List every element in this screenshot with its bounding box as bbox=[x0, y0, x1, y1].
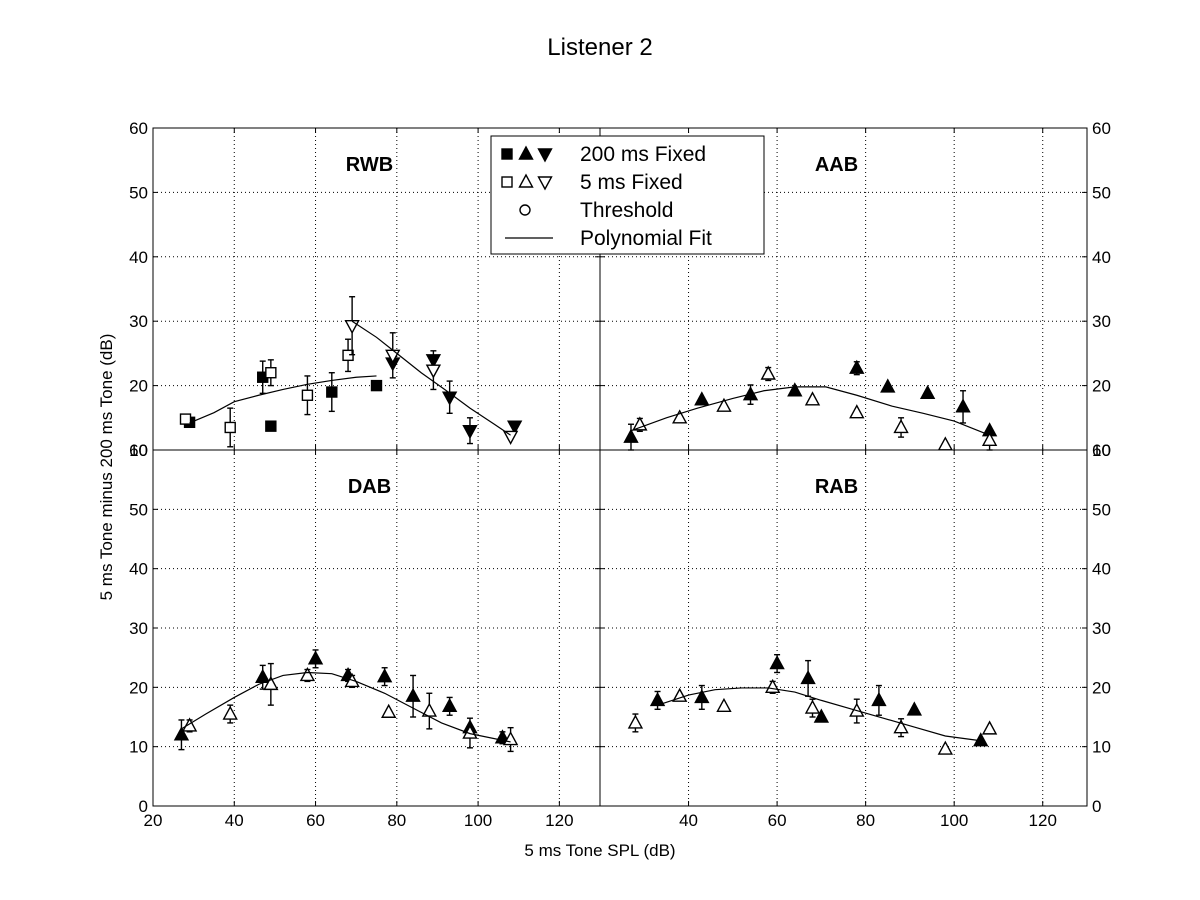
y-tick-label: 40 bbox=[129, 248, 148, 267]
data-point bbox=[802, 671, 815, 683]
data-point bbox=[427, 365, 440, 377]
data-point bbox=[224, 707, 237, 719]
y-tick-label: 30 bbox=[129, 312, 148, 331]
legend-label: Threshold bbox=[580, 199, 673, 222]
y-tick-label: 50 bbox=[1092, 500, 1111, 519]
data-point bbox=[407, 689, 420, 701]
panel-title: AAB bbox=[815, 154, 858, 176]
fit-line bbox=[631, 387, 990, 435]
y-tick-label: 10 bbox=[129, 738, 148, 757]
data-point bbox=[806, 701, 819, 713]
data-point bbox=[309, 652, 322, 664]
y-tick-label: 20 bbox=[1092, 377, 1111, 396]
y-tick-label: 0 bbox=[1092, 797, 1101, 816]
y-tick-label: 50 bbox=[1092, 183, 1111, 202]
x-tick-label: 20 bbox=[144, 811, 163, 830]
y-tick-label: 60 bbox=[1092, 119, 1111, 138]
data-point bbox=[378, 670, 391, 682]
panel-title: RWB bbox=[346, 154, 393, 176]
data-point bbox=[939, 742, 952, 754]
data-point bbox=[327, 387, 337, 397]
panel-title: DAB bbox=[348, 476, 391, 498]
y-tick-label: 60 bbox=[1092, 441, 1111, 460]
data-point bbox=[504, 431, 517, 443]
figure-title: Listener 2 bbox=[547, 34, 652, 61]
data-point bbox=[225, 422, 235, 432]
x-tick-label: 40 bbox=[225, 811, 244, 830]
y-tick-label: 20 bbox=[129, 678, 148, 697]
y-axis-label: 5 ms Tone minus 200 ms Tone (dB) bbox=[97, 334, 116, 601]
data-point bbox=[463, 426, 476, 438]
data-point bbox=[181, 414, 191, 424]
y-tick-label: 40 bbox=[1092, 248, 1111, 267]
y-tick-label: 40 bbox=[1092, 560, 1111, 579]
panel-bottom-right: 0 10 20 30 40 50 60 40 60 80 100 120 RAB bbox=[600, 441, 1111, 830]
data-point bbox=[302, 390, 312, 400]
x-axis-label: 5 ms Tone SPL (dB) bbox=[524, 841, 675, 860]
x-tick-label: 100 bbox=[940, 811, 968, 830]
data-point bbox=[301, 668, 314, 680]
data-point bbox=[806, 393, 819, 405]
data-point bbox=[624, 430, 637, 442]
x-tick-label: 60 bbox=[768, 811, 787, 830]
data-point bbox=[908, 703, 921, 715]
data-point bbox=[695, 393, 708, 405]
data-point bbox=[872, 693, 885, 705]
y-tick-label: 60 bbox=[129, 119, 148, 138]
data-point bbox=[382, 705, 395, 717]
x-tick-label: 120 bbox=[1029, 811, 1057, 830]
legend-marker bbox=[502, 149, 512, 159]
x-tick-label: 40 bbox=[679, 811, 698, 830]
figure: Listener 2 5 ms Tone SPL (dB) 5 ms Tone … bbox=[0, 0, 1200, 900]
data-point bbox=[921, 386, 934, 398]
data-point bbox=[762, 367, 775, 379]
data-point bbox=[346, 321, 359, 333]
data-point bbox=[629, 716, 642, 728]
data-point bbox=[850, 406, 863, 418]
legend-label: Polynomial Fit bbox=[580, 227, 712, 250]
panel-bottom-left: 0 10 20 30 40 50 60 20 40 60 80 100 120 DAB bbox=[129, 441, 600, 830]
legend-label: 5 ms Fixed bbox=[580, 171, 683, 194]
data-point bbox=[895, 420, 908, 432]
data-point bbox=[983, 722, 996, 734]
data-point bbox=[266, 368, 276, 378]
data-point bbox=[443, 392, 456, 404]
data-point bbox=[256, 670, 269, 682]
fit-line bbox=[352, 321, 510, 435]
legend-label: 200 ms Fixed bbox=[580, 143, 706, 166]
y-tick-label: 30 bbox=[1092, 619, 1111, 638]
data-point bbox=[939, 438, 952, 450]
legend-marker bbox=[502, 177, 512, 187]
x-tick-label: 120 bbox=[545, 811, 573, 830]
y-tick-label: 30 bbox=[1092, 312, 1111, 331]
y-tick-label: 40 bbox=[129, 560, 148, 579]
data-point bbox=[372, 381, 382, 391]
legend: 200 ms Fixed 5 ms Fixed Threshold Polynomia… bbox=[491, 136, 764, 254]
data-point bbox=[266, 421, 276, 431]
x-tick-label: 80 bbox=[387, 811, 406, 830]
x-tick-label: 60 bbox=[306, 811, 325, 830]
y-tick-label: 50 bbox=[129, 500, 148, 519]
y-tick-label: 10 bbox=[1092, 738, 1111, 757]
data-point bbox=[850, 361, 863, 373]
panel-title: RAB bbox=[815, 476, 858, 498]
data-point bbox=[443, 699, 456, 711]
x-tick-label: 100 bbox=[464, 811, 492, 830]
y-tick-label: 50 bbox=[129, 183, 148, 202]
y-tick-label: 20 bbox=[1092, 678, 1111, 697]
legend-marker bbox=[520, 205, 530, 215]
data-point bbox=[957, 400, 970, 412]
y-tick-label: 30 bbox=[129, 619, 148, 638]
y-tick-label: 60 bbox=[129, 441, 148, 460]
fit-line bbox=[190, 376, 377, 423]
data-point bbox=[771, 657, 784, 669]
y-tick-label: 20 bbox=[129, 377, 148, 396]
data-point bbox=[717, 699, 730, 711]
data-point bbox=[788, 384, 801, 396]
x-tick-label: 80 bbox=[856, 811, 875, 830]
